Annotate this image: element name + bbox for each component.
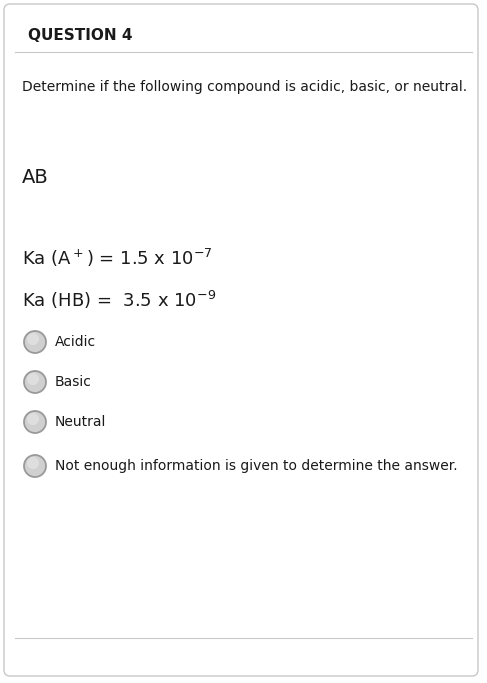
- Circle shape: [24, 411, 46, 433]
- Text: Basic: Basic: [55, 375, 92, 389]
- Circle shape: [27, 413, 39, 425]
- Text: Determine if the following compound is acidic, basic, or neutral.: Determine if the following compound is a…: [22, 80, 467, 94]
- Text: Acidic: Acidic: [55, 335, 96, 349]
- Text: Ka (HB) =  3.5 x 10$^{-9}$: Ka (HB) = 3.5 x 10$^{-9}$: [22, 289, 216, 311]
- Text: Not enough information is given to determine the answer.: Not enough information is given to deter…: [55, 459, 458, 473]
- Circle shape: [24, 371, 46, 393]
- Text: Ka (A$^+$) = 1.5 x 10$^{-7}$: Ka (A$^+$) = 1.5 x 10$^{-7}$: [22, 247, 213, 269]
- Circle shape: [24, 331, 46, 353]
- Circle shape: [27, 373, 39, 385]
- Text: Neutral: Neutral: [55, 415, 106, 429]
- Circle shape: [27, 333, 39, 345]
- Circle shape: [24, 455, 46, 477]
- Text: QUESTION 4: QUESTION 4: [28, 27, 132, 42]
- Circle shape: [27, 457, 39, 469]
- Text: AB: AB: [22, 168, 49, 187]
- FancyBboxPatch shape: [4, 4, 478, 676]
